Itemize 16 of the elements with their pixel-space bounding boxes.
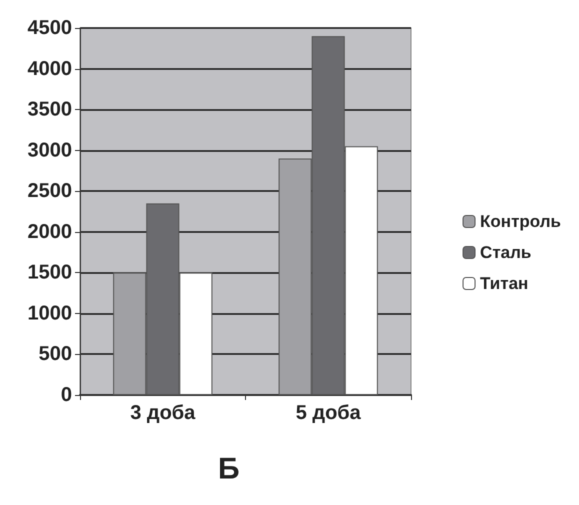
- y-tick-label: 1000: [28, 302, 72, 324]
- text: Б: [218, 452, 240, 486]
- x-tick-label: 3 доба: [130, 402, 196, 424]
- legend-label: Сталь: [480, 243, 532, 262]
- y-tick-label: 2000: [28, 220, 72, 243]
- y-tick-label: 500: [38, 343, 72, 366]
- y-tick-label: 3000: [28, 139, 72, 162]
- y-tick-label: 4500: [28, 17, 72, 39]
- x-tick-label: 5 доба: [296, 402, 362, 424]
- legend-label: Титан: [480, 274, 528, 293]
- y-tick-label: 3500: [28, 98, 72, 121]
- y-tick-label: 1500: [28, 262, 72, 284]
- y-tick-label: 4000: [28, 58, 72, 80]
- y-tick-label: 0: [60, 384, 72, 406]
- y-tick-label: 2500: [28, 180, 72, 202]
- legend-label: Контроль: [480, 212, 562, 231]
